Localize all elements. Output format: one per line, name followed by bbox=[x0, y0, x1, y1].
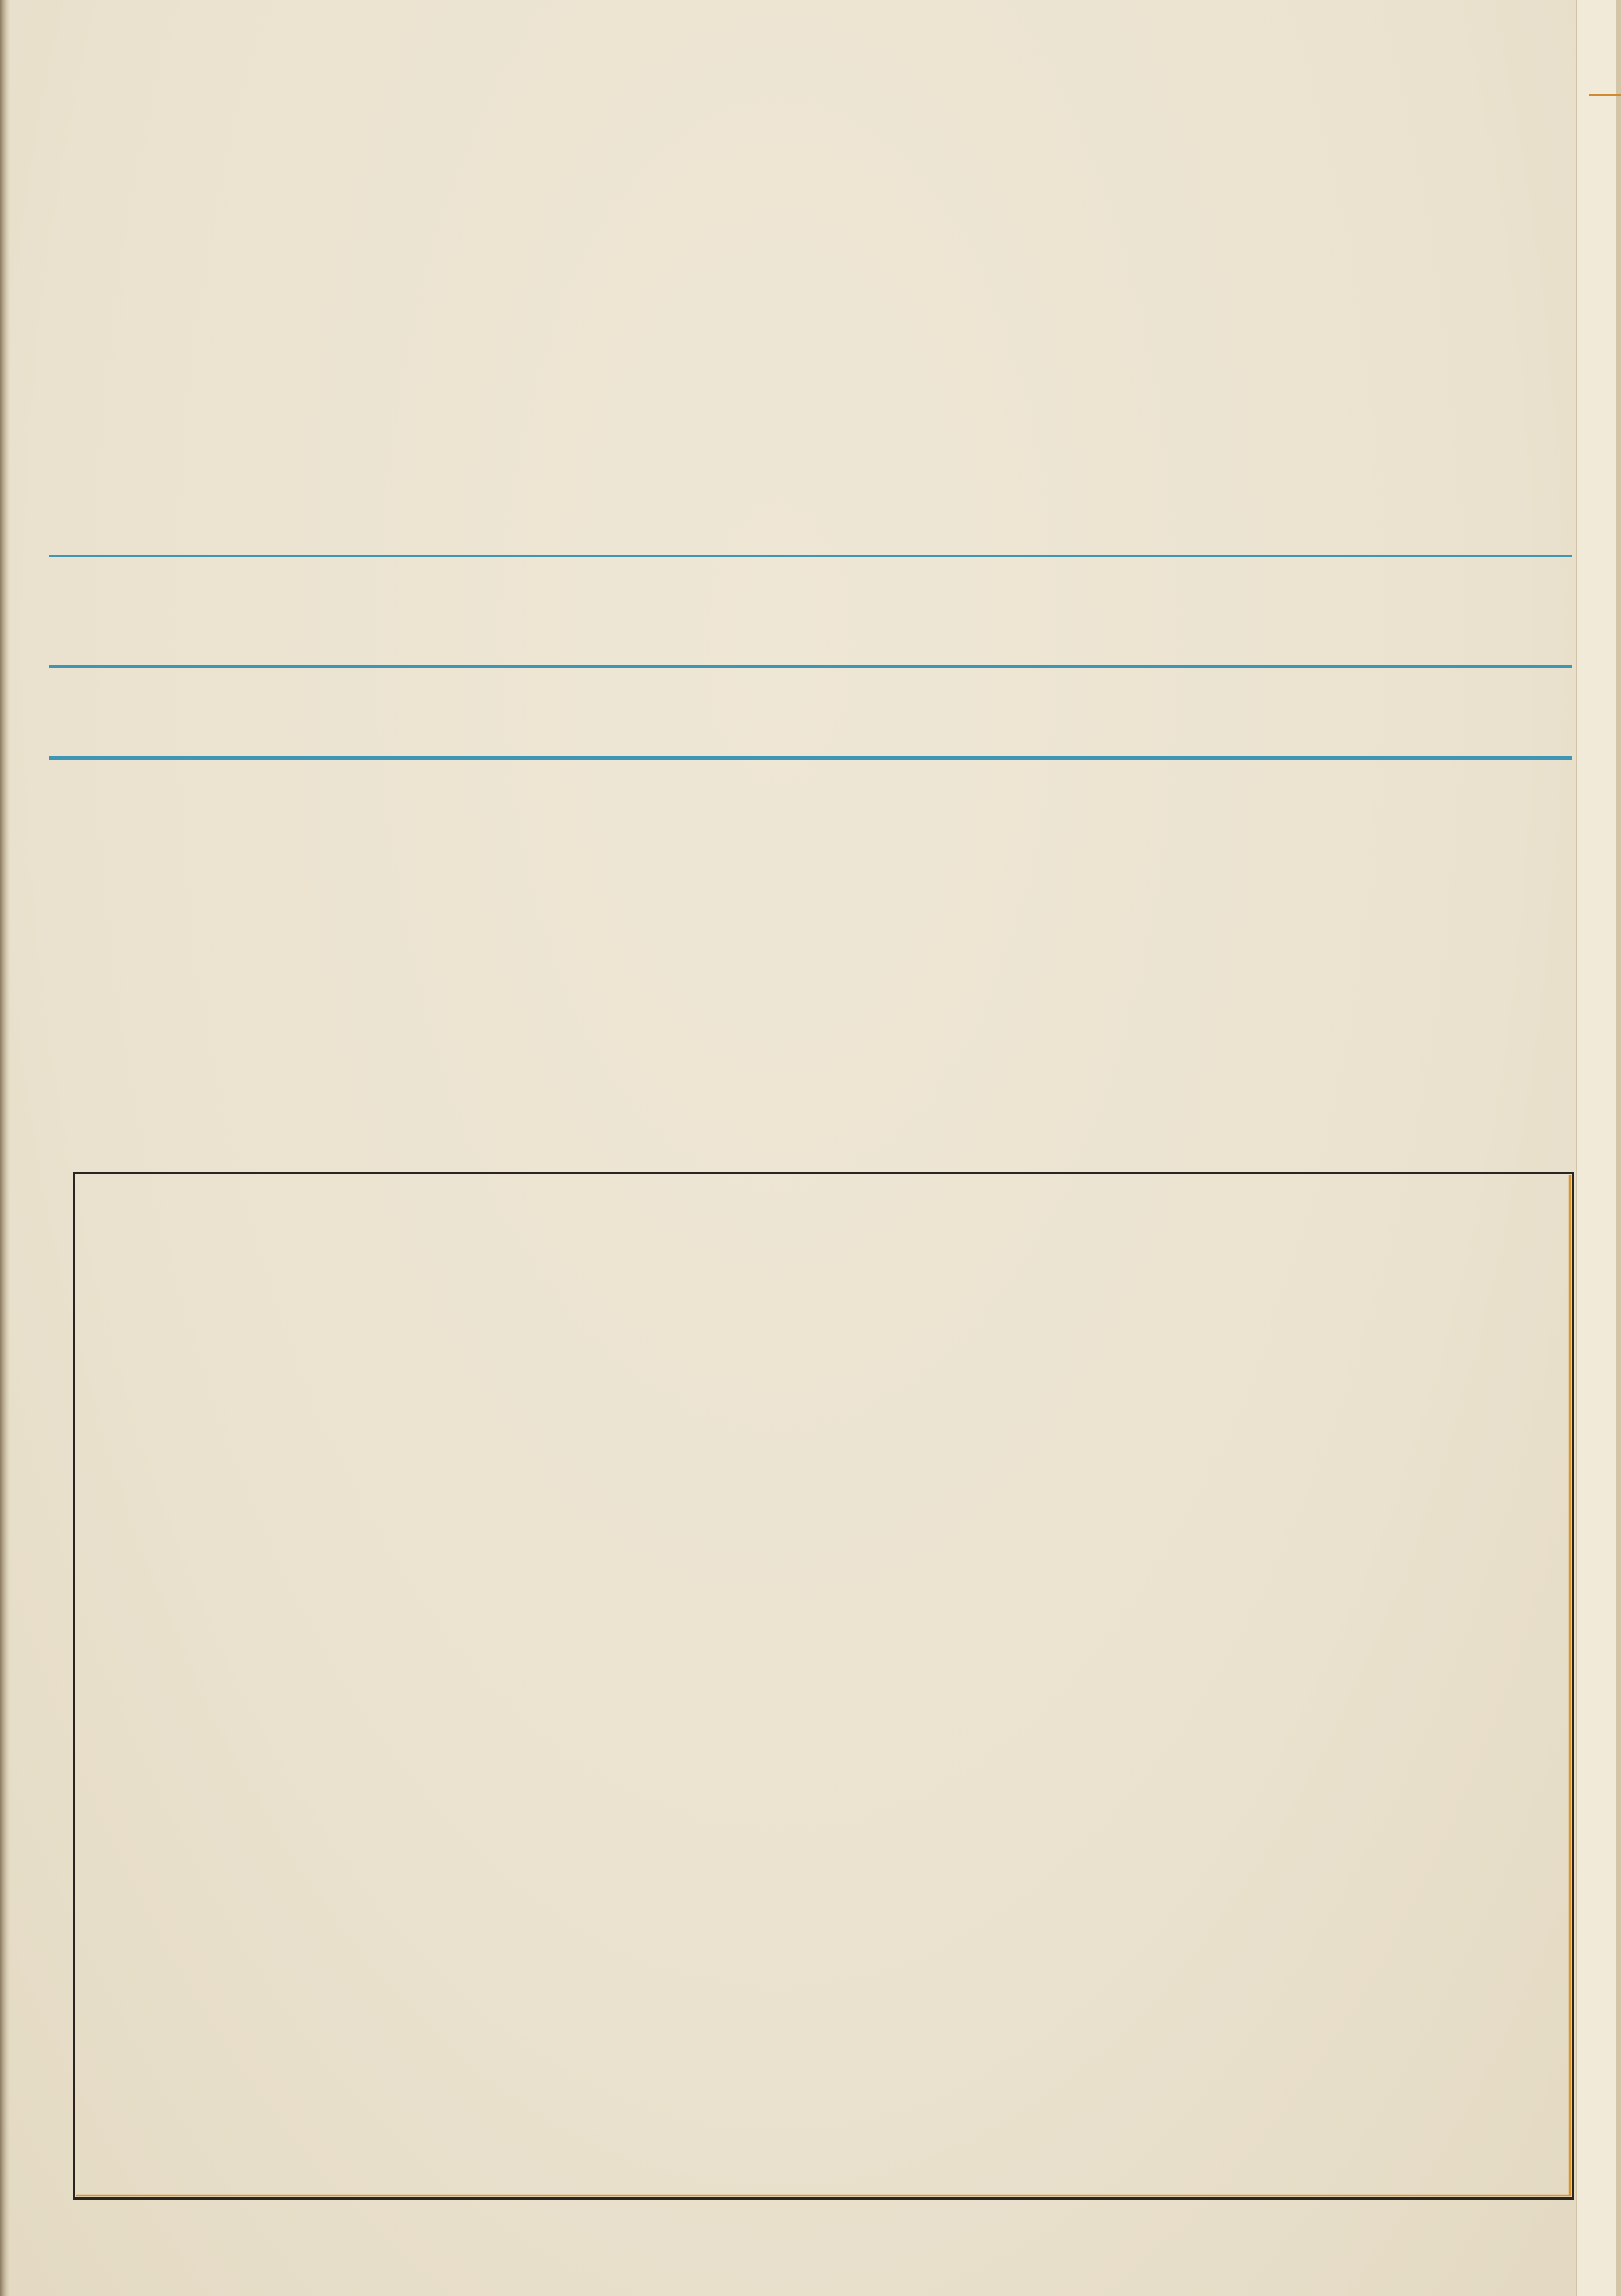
surface-chart-map bbox=[73, 1172, 1574, 2200]
registration-mark bbox=[1589, 94, 1621, 96]
divider-rule-1 bbox=[49, 555, 1572, 557]
bulletin-title-block bbox=[57, 75, 1564, 456]
divider-rule-2 bbox=[49, 665, 1572, 668]
page-edge-dark bbox=[1616, 0, 1621, 2296]
map-frame bbox=[73, 1172, 1574, 2200]
binding-edge-shadow bbox=[0, 0, 10, 2296]
divider-rule-3 bbox=[49, 756, 1572, 760]
page-edge bbox=[1576, 0, 1621, 2296]
surface-chart-svg bbox=[73, 1172, 1574, 2200]
